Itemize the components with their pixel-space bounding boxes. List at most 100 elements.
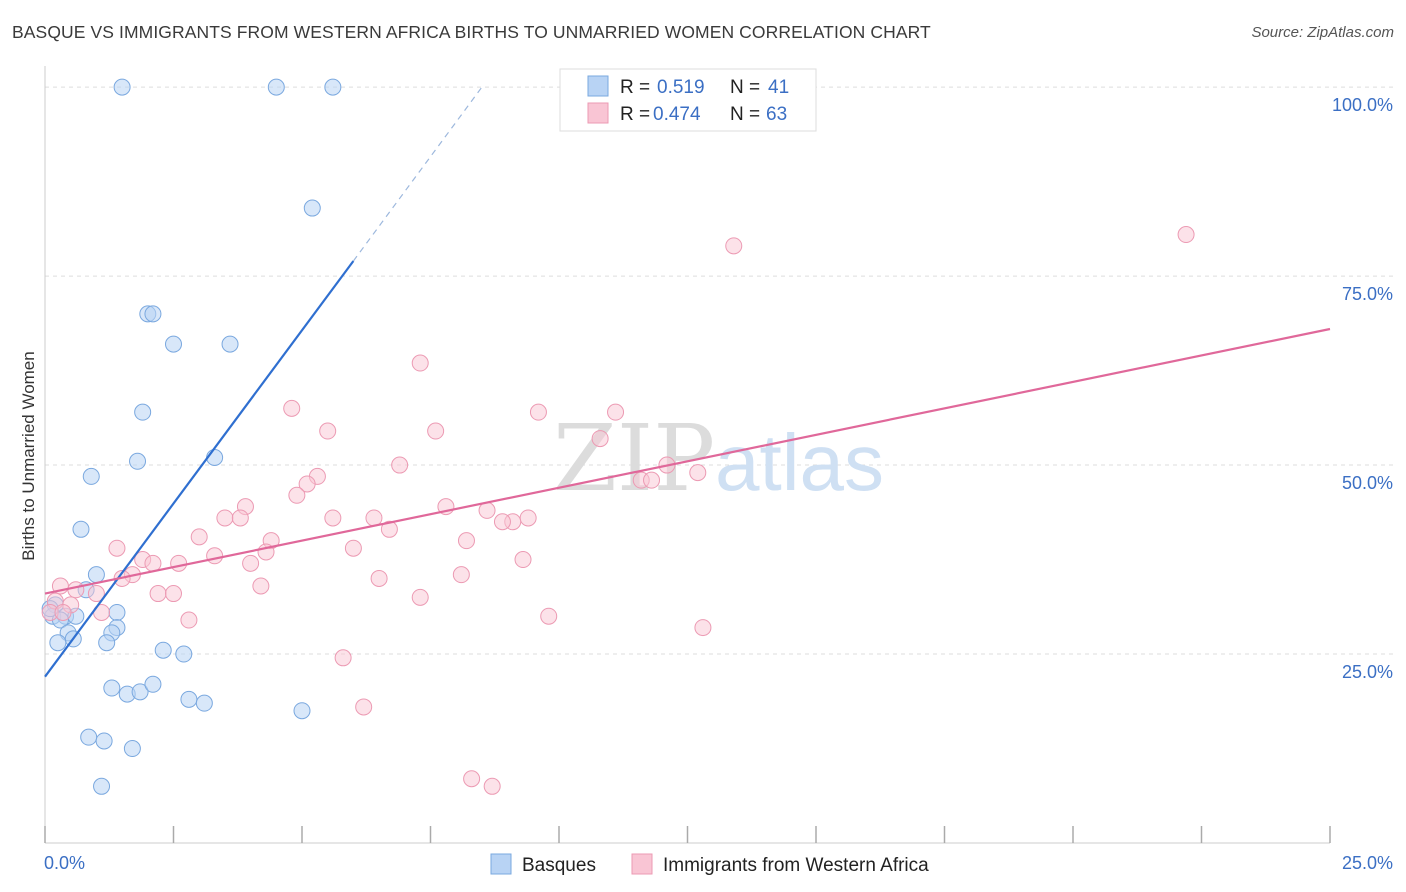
chart-source: Source: ZipAtlas.com [1251,24,1394,41]
immigrants-point-60 [463,770,481,788]
basques-point-12 [72,520,90,538]
basques-point-6 [165,335,182,353]
immigrants-point-46 [67,581,85,599]
immigrants-point-57 [694,619,712,637]
immigrants-point-43 [452,566,470,584]
basques-point-34 [195,694,213,712]
immigrants-point-38 [242,554,260,572]
immigrants-point-16 [288,486,306,504]
y-tick-labels: 25.0% 50.0% 75.0% 100.0% [1332,95,1393,682]
legend-swatch-immigrants [587,102,609,124]
basques-point-13 [87,566,105,584]
legend-n-label-immigrants: N = [730,104,760,125]
bottom-legend-label-immigrants: Immigrants from Western Africa [663,855,929,876]
basques-point-32 [144,675,162,693]
watermark-zip: ZIP [553,405,715,512]
y-tick-label-2: 75.0% [1342,284,1393,304]
immigrants-point-61 [483,777,501,795]
immigrants-point-6 [319,422,337,440]
immigrants-point-26 [493,513,511,531]
basques-point-0 [113,78,131,96]
basques-point-33 [180,690,198,708]
watermark-atlas: atlas [715,418,884,507]
y-axis-title: Births to Unmarried Women [19,351,38,560]
basques-point-2 [324,78,342,96]
immigrants-point-8 [591,430,609,448]
immigrants-point-37 [170,554,188,572]
series-legend: Basques Immigrants from Western Africa [490,853,929,876]
correlation-legend: R = 0.519 N = 41 R = 0.474 N = 63 [559,68,817,132]
basques-point-36 [80,728,98,746]
immigrants-point-27 [380,520,398,538]
watermark: ZIP atlas [553,405,884,512]
legend-r-label-immigrants: R = [620,104,650,125]
bottom-legend-swatch-basques [490,853,512,875]
legend-n-label-basques: N = [730,77,760,98]
basques-trendline-extension [352,86,483,262]
basques-point-35 [293,702,311,720]
immigrants-point-22 [324,509,342,527]
basques-point-25 [49,634,67,652]
basques-point-27 [154,641,172,659]
immigrants-point-50 [411,588,429,606]
immigrants-point-62 [54,603,72,621]
basques-point-11 [82,467,100,485]
y-tick-label-0: 25.0% [1342,662,1393,682]
y-tick-label-1: 50.0% [1342,473,1393,493]
immigrants-point-20 [216,509,234,527]
basques-trendline [44,260,355,678]
immigrants-point-2 [411,354,429,372]
trendlines [44,86,1331,678]
immigrants-point-21 [231,509,249,527]
y-tick-label-3: 100.0% [1332,95,1393,115]
immigrants-point-4 [529,403,547,421]
immigrants-point-30 [457,532,475,550]
immigrants-point-49 [165,585,182,603]
immigrants-point-5 [607,403,625,421]
immigrants-point-7 [427,422,445,440]
immigrants-point-55 [180,611,198,629]
immigrants-point-47 [87,585,105,603]
immigrants-point-32 [344,539,362,557]
immigrants-point-39 [514,551,532,569]
basques-point-5 [144,305,162,323]
chart-title: BASQUE VS IMMIGRANTS FROM WESTERN AFRICA… [12,22,931,42]
immigrants-point-31 [108,539,126,557]
immigrants-point-48 [149,585,167,603]
basques-point-20 [108,603,126,621]
x-tick-label-1: 25.0% [1342,853,1393,873]
bottom-legend-label-basques: Basques [522,855,596,876]
immigrants-point-34 [206,547,224,565]
basques-point-29 [103,679,121,697]
basques-points [41,78,342,795]
axes [44,66,1331,844]
basques-point-1 [267,78,285,96]
immigrants-point-56 [540,607,558,625]
basques-point-31 [131,683,149,701]
x-tick-labels: 0.0% 25.0% [44,853,1393,873]
immigrants-point-3 [283,399,301,417]
immigrants-trendline [44,327,1331,595]
immigrants-point-11 [689,464,707,482]
legend-r-label-basques: R = [620,77,650,98]
immigrants-point-9 [391,456,409,474]
legend-r-value-basques: 0.519 [657,77,705,98]
legend-r-value-immigrants: 0.474 [653,104,701,125]
basques-point-39 [93,777,111,795]
bottom-legend-swatch-immigrants [631,853,653,875]
legend-n-value-basques: 41 [768,77,789,98]
basques-point-9 [129,452,147,470]
basques-point-37 [95,732,113,750]
immigrants-point-0 [1177,226,1195,244]
immigrants-point-1 [725,237,743,255]
immigrants-point-15 [643,471,661,489]
basques-point-10 [206,449,224,466]
immigrants-point-24 [519,509,537,527]
basques-point-38 [123,740,141,758]
immigrants-point-44 [252,577,270,595]
basques-point-26 [98,634,116,652]
basques-point-3 [303,199,321,217]
x-tick-label-0: 0.0% [44,853,85,873]
immigrants-point-36 [144,554,162,572]
